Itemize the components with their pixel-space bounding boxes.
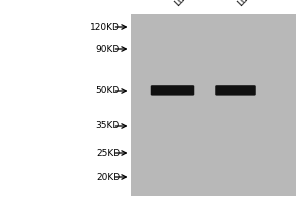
FancyBboxPatch shape bbox=[151, 85, 194, 96]
Text: 20KD: 20KD bbox=[96, 172, 120, 182]
FancyBboxPatch shape bbox=[215, 85, 256, 96]
Text: 90KD: 90KD bbox=[96, 45, 120, 53]
Text: 35KD: 35KD bbox=[96, 121, 120, 130]
Text: 120KD: 120KD bbox=[90, 22, 120, 31]
Bar bbox=[130, 14, 296, 196]
Text: 50KD: 50KD bbox=[96, 86, 120, 95]
Text: 25KD: 25KD bbox=[96, 148, 120, 158]
Text: Lung: Lung bbox=[172, 0, 194, 8]
Text: Lung: Lung bbox=[236, 0, 257, 8]
